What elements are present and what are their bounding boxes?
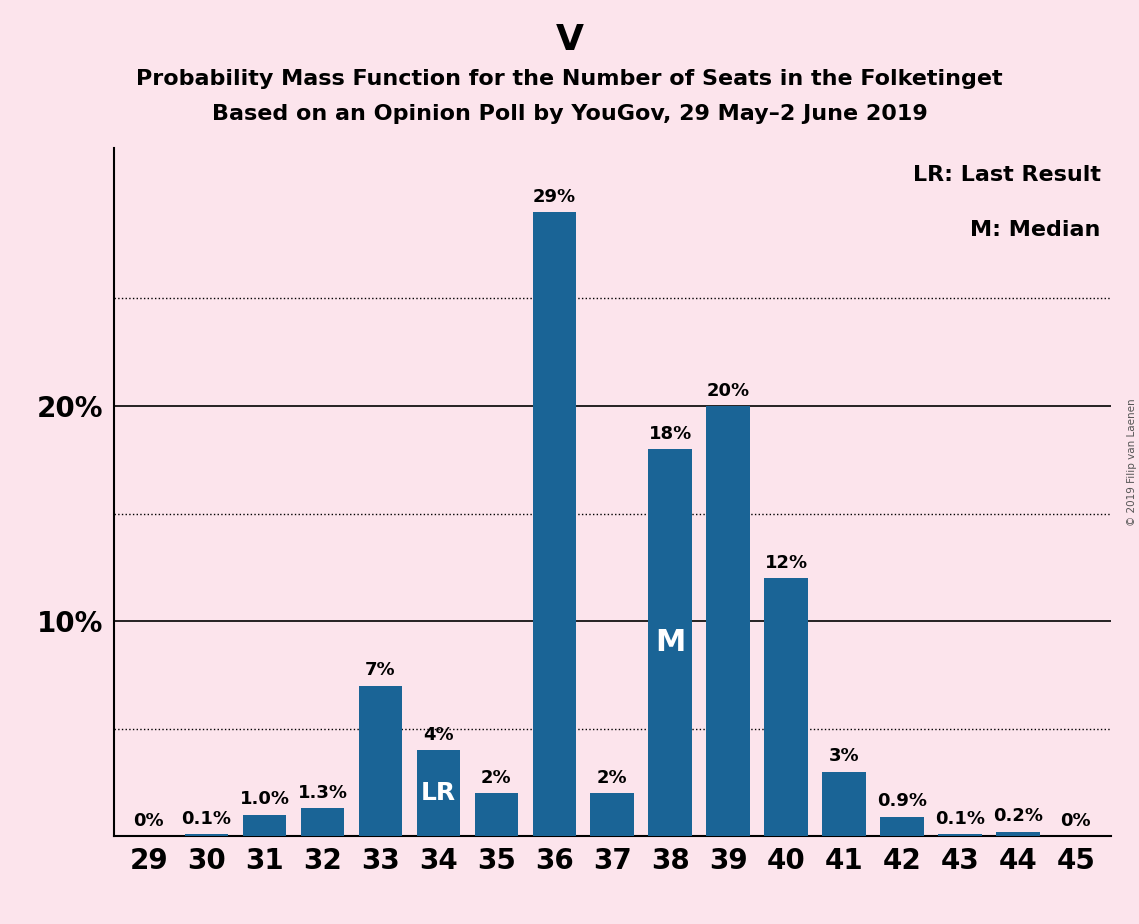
Bar bbox=[301, 808, 344, 836]
Text: LR: Last Result: LR: Last Result bbox=[912, 165, 1100, 185]
Text: Based on an Opinion Poll by YouGov, 29 May–2 June 2019: Based on an Opinion Poll by YouGov, 29 M… bbox=[212, 104, 927, 125]
Text: 0%: 0% bbox=[1060, 812, 1091, 830]
Text: 3%: 3% bbox=[829, 748, 859, 765]
Bar bbox=[822, 772, 866, 836]
Bar bbox=[997, 832, 1040, 836]
Text: 12%: 12% bbox=[764, 553, 808, 572]
Text: M: M bbox=[655, 628, 686, 657]
Text: 0.1%: 0.1% bbox=[935, 809, 985, 828]
Text: 0.9%: 0.9% bbox=[877, 793, 927, 810]
Bar bbox=[648, 449, 691, 836]
Bar bbox=[764, 578, 808, 836]
Bar bbox=[243, 815, 286, 836]
Text: 29%: 29% bbox=[533, 188, 576, 206]
Text: © 2019 Filip van Laenen: © 2019 Filip van Laenen bbox=[1126, 398, 1137, 526]
Text: 0%: 0% bbox=[133, 812, 164, 830]
Bar bbox=[706, 406, 749, 836]
Text: 0.2%: 0.2% bbox=[993, 808, 1043, 825]
Bar bbox=[417, 750, 460, 836]
Text: LR: LR bbox=[420, 781, 456, 805]
Text: 2%: 2% bbox=[597, 769, 628, 786]
Text: 7%: 7% bbox=[366, 662, 395, 679]
Text: 4%: 4% bbox=[423, 725, 453, 744]
Text: M: Median: M: Median bbox=[970, 220, 1100, 240]
Bar bbox=[185, 834, 228, 836]
Text: 0.1%: 0.1% bbox=[181, 809, 231, 828]
Text: 1.0%: 1.0% bbox=[239, 790, 289, 808]
Bar bbox=[939, 834, 982, 836]
Bar bbox=[533, 213, 576, 836]
Bar bbox=[359, 686, 402, 836]
Bar bbox=[475, 793, 518, 836]
Bar bbox=[880, 817, 924, 836]
Text: 2%: 2% bbox=[481, 769, 511, 786]
Text: V: V bbox=[556, 23, 583, 57]
Text: 18%: 18% bbox=[648, 424, 691, 443]
Text: 20%: 20% bbox=[706, 382, 749, 399]
Bar bbox=[590, 793, 634, 836]
Text: 1.3%: 1.3% bbox=[297, 784, 347, 802]
Text: Probability Mass Function for the Number of Seats in the Folketinget: Probability Mass Function for the Number… bbox=[137, 69, 1002, 90]
